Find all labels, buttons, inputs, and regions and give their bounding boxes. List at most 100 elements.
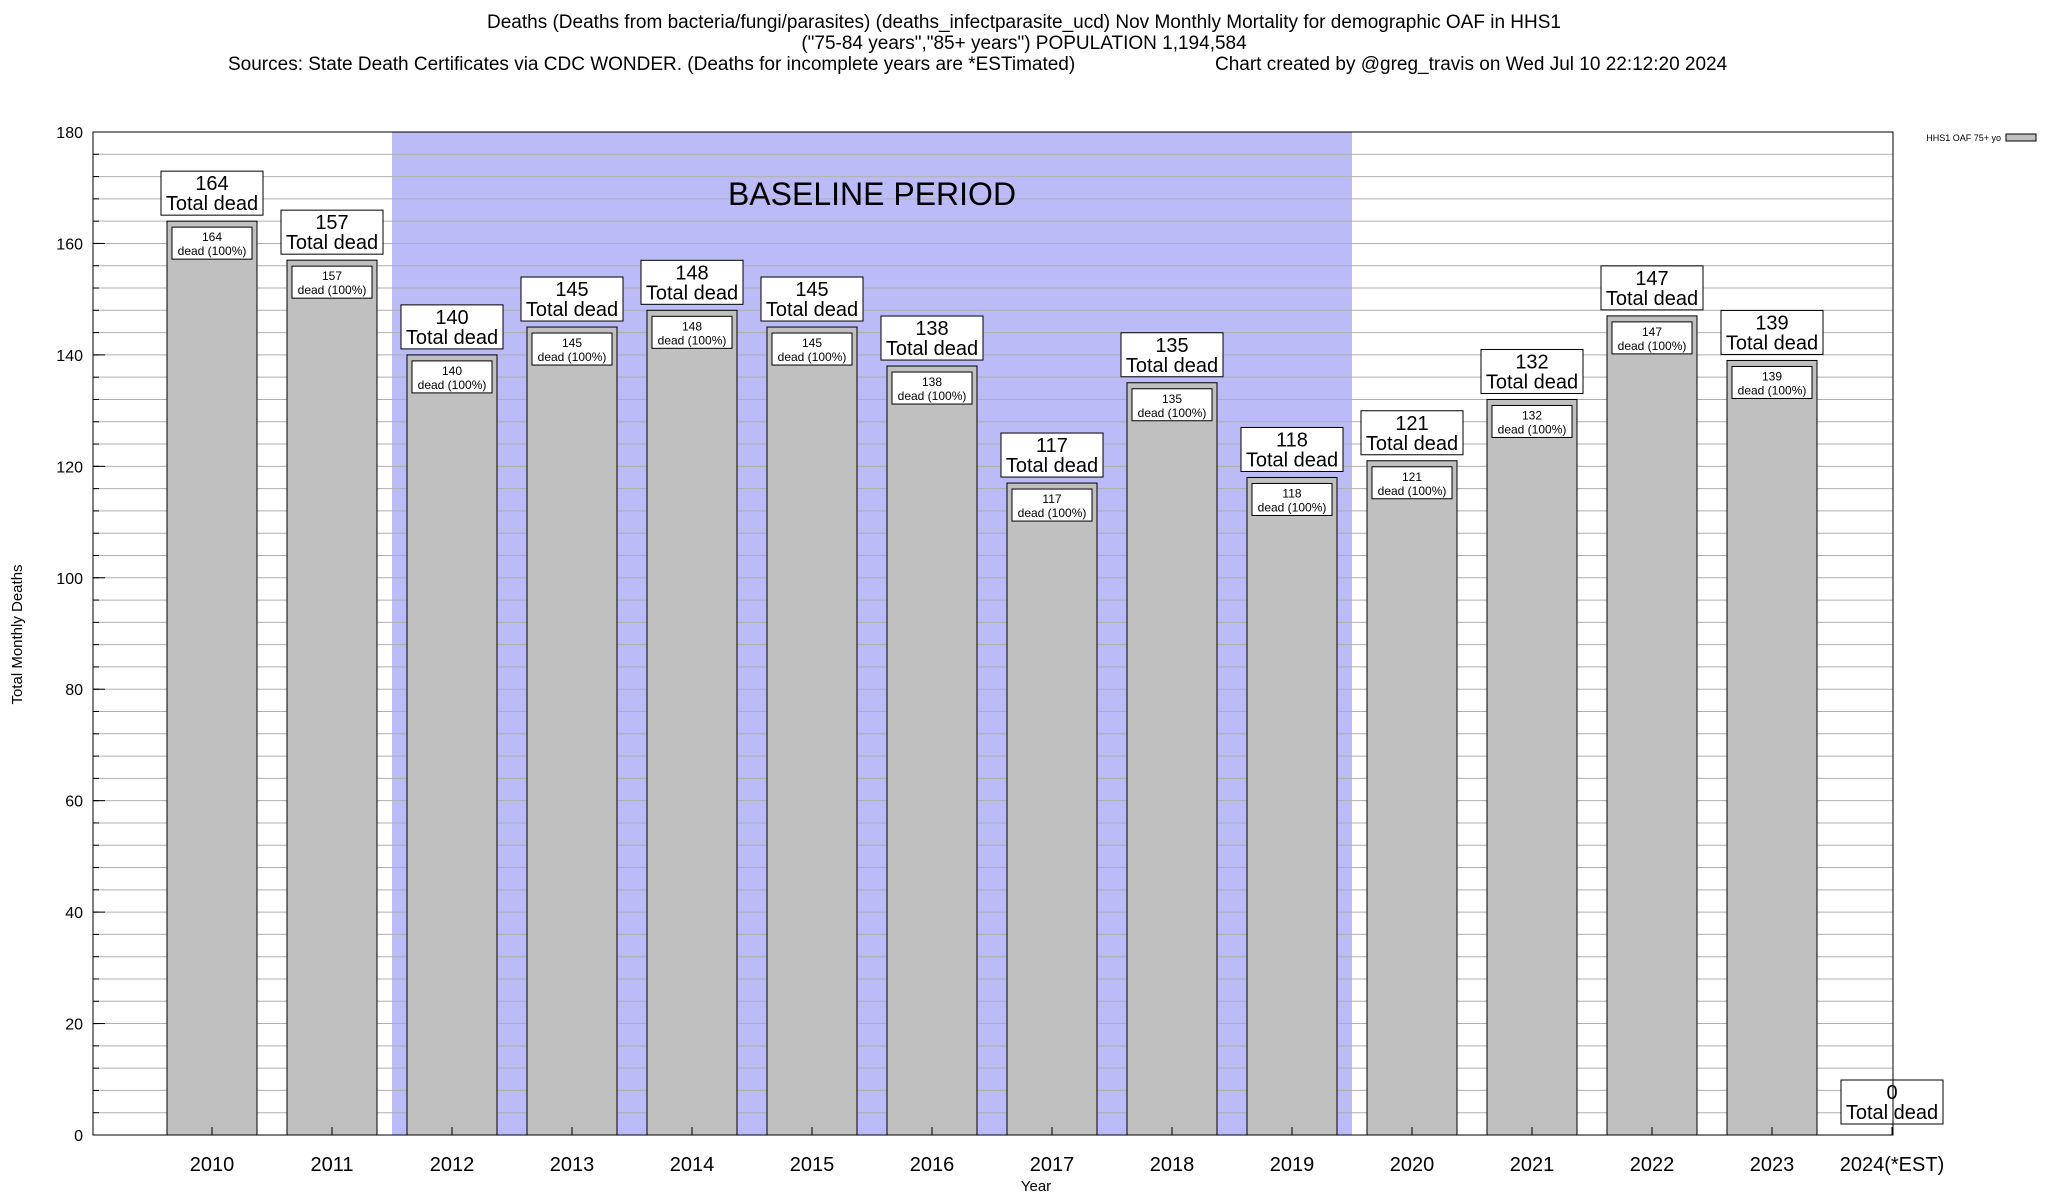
- total-label-box: [160, 170, 264, 216]
- inner-value-label: 138: [922, 375, 942, 389]
- inner-label-box: [291, 265, 373, 299]
- title-credit: Chart created by @greg_travis on Wed Jul…: [1215, 54, 1728, 75]
- bar-2017: [1006, 482, 1098, 1136]
- total-value-label: 140: [435, 307, 468, 329]
- bar-2011: [286, 259, 378, 1136]
- total-value-label: 135: [1155, 335, 1188, 357]
- total-dead-label: Total dead: [1726, 332, 1818, 354]
- y-tick-label: 140: [56, 348, 83, 365]
- total-dead-label: Total dead: [166, 193, 258, 215]
- inner-dead-label: dead (100%): [178, 244, 247, 258]
- inner-value-label: 140: [442, 364, 462, 378]
- total-label-box: [1240, 426, 1344, 472]
- inner-value-label: 139: [1762, 369, 1782, 383]
- x-tick-label: 2019: [1270, 1154, 1315, 1176]
- x-tick-label: 2021: [1510, 1154, 1555, 1176]
- inner-value-label: 118: [1282, 486, 1301, 500]
- y-tick-label: 20: [65, 1017, 83, 1034]
- inner-label-box: [891, 371, 973, 405]
- inner-label-box: [1491, 404, 1573, 438]
- inner-value-label: 145: [562, 336, 582, 350]
- inner-dead-label: dead (100%): [778, 350, 847, 364]
- total-label-box: [640, 259, 744, 305]
- y-axis-label: Total Monthly Deaths: [9, 564, 26, 704]
- x-tick-label: 2017: [1030, 1154, 1075, 1176]
- inner-dead-label: dead (100%): [418, 378, 487, 392]
- bar-2013: [526, 326, 618, 1136]
- bar-2015: [766, 326, 858, 1136]
- x-tick-label: 2022: [1630, 1154, 1675, 1176]
- inner-label-box: [411, 360, 493, 394]
- y-tick-label: 160: [56, 236, 83, 253]
- total-value-label: 145: [795, 279, 828, 301]
- inner-value-label: 145: [802, 336, 822, 350]
- y-tick-label: 60: [65, 794, 83, 811]
- total-label-box: [1840, 1079, 1944, 1125]
- baseline-label: BASELINE PERIOD: [728, 176, 1016, 212]
- x-tick-label: 2014: [670, 1154, 715, 1176]
- total-value-label: 147: [1635, 268, 1668, 290]
- inner-label-box: [771, 332, 853, 366]
- y-tick-label: 100: [56, 571, 83, 588]
- total-label-box: [1600, 265, 1704, 311]
- x-tick-label: 2016: [910, 1154, 955, 1176]
- inner-label-box: [1011, 488, 1093, 522]
- inner-dead-label: dead (100%): [1018, 506, 1087, 520]
- bar-2021: [1486, 398, 1578, 1136]
- total-value-label: 117: [1036, 435, 1068, 457]
- inner-dead-label: dead (100%): [1738, 383, 1807, 397]
- bar-2020: [1366, 460, 1458, 1136]
- total-dead-label: Total dead: [1246, 449, 1338, 471]
- legend-label: HHS1 OAF 75+ yo: [1926, 133, 2001, 143]
- total-dead-label: Total dead: [1366, 433, 1458, 455]
- total-dead-label: Total dead: [766, 299, 858, 321]
- total-dead-label: Total dead: [526, 299, 618, 321]
- total-value-label: 148: [675, 262, 708, 284]
- total-value-label: 157: [315, 212, 348, 234]
- total-label-box: [520, 276, 624, 322]
- x-tick-label: 2010: [190, 1154, 235, 1176]
- bar-2019: [1246, 476, 1338, 1136]
- total-value-label: 145: [555, 279, 588, 301]
- bar-2012: [406, 354, 498, 1136]
- total-dead-label: Total dead: [886, 338, 978, 360]
- x-axis-label: Year: [1021, 1178, 1051, 1195]
- x-tick-label: 2018: [1150, 1154, 1195, 1176]
- x-tick-label: 2013: [550, 1154, 595, 1176]
- bar-2010: [166, 220, 258, 1136]
- total-dead-label: Total dead: [286, 232, 378, 254]
- y-tick-label: 40: [65, 905, 83, 922]
- total-dead-label: Total dead: [1006, 455, 1098, 477]
- title-line-1: Deaths (Deaths from bacteria/fungi/paras…: [487, 12, 1561, 33]
- inner-dead-label: dead (100%): [658, 333, 727, 347]
- chart-title: Deaths (Deaths from bacteria/fungi/paras…: [0, 12, 2048, 75]
- bar-2023: [1726, 359, 1818, 1136]
- bar-2018: [1126, 382, 1218, 1136]
- total-value-label: 164: [195, 173, 228, 195]
- legend-swatch: [2005, 133, 2037, 142]
- inner-label-box: [531, 332, 613, 366]
- total-value-label: 132: [1515, 351, 1548, 373]
- inner-label-box: [1611, 321, 1693, 355]
- total-value-label: 121: [1395, 413, 1428, 435]
- inner-dead-label: dead (100%): [1378, 484, 1447, 498]
- total-label-box: [280, 209, 384, 255]
- x-tick-label: 2015: [790, 1154, 835, 1176]
- inner-value-label: 135: [1162, 392, 1182, 406]
- y-tick-label: 80: [65, 682, 83, 699]
- total-dead-label: Total dead: [1126, 355, 1218, 377]
- x-tick-label: 2024(*EST): [1840, 1154, 1945, 1176]
- x-tick-label: 2012: [430, 1154, 475, 1176]
- total-dead-label: Total dead: [646, 282, 738, 304]
- inner-dead-label: dead (100%): [538, 350, 607, 364]
- x-tick-label: 2011: [310, 1154, 353, 1176]
- inner-dead-label: dead (100%): [298, 283, 367, 297]
- inner-value-label: 132: [1522, 408, 1542, 422]
- inner-value-label: 147: [1642, 325, 1662, 339]
- inner-dead-label: dead (100%): [1258, 500, 1327, 514]
- total-value-label: 118: [1276, 429, 1308, 451]
- total-label-box: [1120, 332, 1224, 378]
- x-tick-label: 2023: [1750, 1154, 1795, 1176]
- inner-dead-label: dead (100%): [898, 389, 967, 403]
